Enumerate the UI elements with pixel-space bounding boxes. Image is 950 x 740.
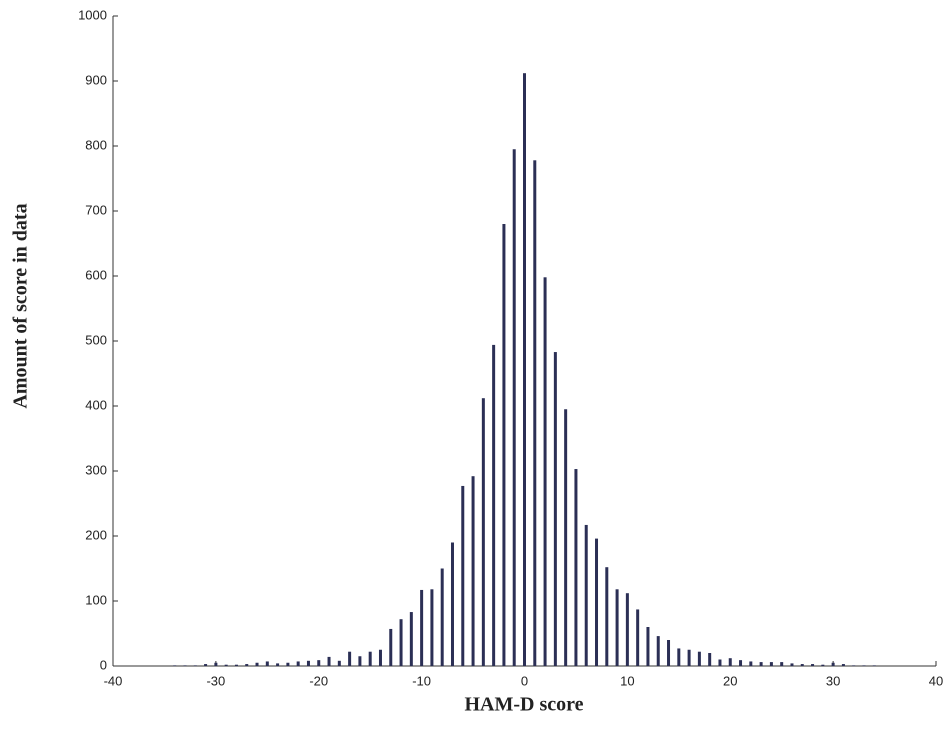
bar [234, 664, 238, 666]
y-tick-label: 700 [85, 202, 107, 217]
x-tick-label: 10 [620, 673, 634, 688]
bar [450, 542, 454, 666]
y-tick-label: 200 [85, 527, 107, 542]
bar [348, 651, 352, 666]
y-tick-label: 1000 [78, 7, 107, 22]
bar [708, 653, 712, 666]
bar [409, 612, 413, 666]
x-tick-label: -10 [412, 673, 431, 688]
bar [245, 664, 249, 666]
bar [780, 662, 784, 666]
bar [358, 656, 362, 666]
bar [327, 656, 331, 666]
bar [811, 664, 815, 666]
bar [368, 651, 372, 666]
bar [440, 568, 444, 666]
y-tick-label: 400 [85, 397, 107, 412]
bar [564, 409, 568, 666]
bar [481, 398, 485, 666]
bar [430, 589, 434, 666]
bar [276, 663, 280, 666]
bar [523, 73, 526, 666]
y-tick-label: 800 [85, 137, 107, 152]
bar [677, 648, 681, 666]
y-tick-label: 100 [85, 592, 107, 607]
bar [739, 660, 743, 666]
bar [533, 160, 537, 667]
bar [296, 661, 300, 666]
bar [605, 567, 609, 666]
bar [872, 665, 876, 666]
bar [461, 485, 465, 666]
bar [852, 665, 856, 666]
bar [255, 662, 259, 666]
bar [471, 476, 475, 666]
bar [584, 524, 588, 666]
bar [800, 664, 804, 666]
x-tick-label: 40 [929, 673, 943, 688]
bar [728, 658, 732, 666]
x-tick-label: 30 [826, 673, 840, 688]
y-tick-label: 300 [85, 462, 107, 477]
y-tick-label: 500 [85, 332, 107, 347]
x-axis-label: HAM-D score [464, 694, 583, 716]
bar [173, 665, 177, 666]
bar [317, 660, 321, 666]
bar [687, 649, 691, 666]
x-tick-label: -40 [104, 673, 123, 688]
bar [749, 661, 753, 666]
bar [492, 344, 496, 666]
bar [512, 149, 516, 666]
bar [718, 659, 722, 666]
bar [306, 660, 310, 666]
bar [790, 663, 794, 666]
bar [656, 636, 660, 666]
bar [697, 651, 701, 666]
bar [337, 660, 341, 666]
x-tick-label: -20 [309, 673, 328, 688]
bar [769, 662, 773, 666]
bar [646, 627, 650, 666]
bar [595, 538, 599, 666]
x-tick-label: 0 [521, 673, 528, 688]
bar [502, 224, 506, 666]
bar [286, 662, 290, 666]
y-tick-label: 600 [85, 267, 107, 282]
bar [615, 589, 619, 666]
bar [389, 628, 393, 666]
bar [378, 649, 382, 666]
bar [574, 469, 578, 666]
bar [183, 665, 187, 666]
x-tick-label: 20 [723, 673, 737, 688]
bar [399, 619, 403, 666]
bar [265, 661, 269, 666]
bar [862, 665, 866, 666]
bar [625, 593, 629, 666]
bar [831, 662, 835, 666]
bar [667, 640, 671, 666]
bar [224, 664, 228, 666]
x-tick-label: -30 [206, 673, 225, 688]
bar [193, 665, 197, 666]
bar [759, 662, 763, 666]
bar [841, 664, 845, 666]
bar [214, 662, 218, 666]
bar [204, 664, 208, 666]
bar [420, 589, 424, 666]
y-tick-label: 0 [100, 657, 107, 672]
y-tick-label: 900 [85, 72, 107, 87]
y-axis-label: Amount of score in data [10, 203, 32, 408]
bar [636, 609, 640, 666]
bar [821, 664, 825, 666]
bar [543, 277, 547, 666]
bar [553, 352, 557, 666]
